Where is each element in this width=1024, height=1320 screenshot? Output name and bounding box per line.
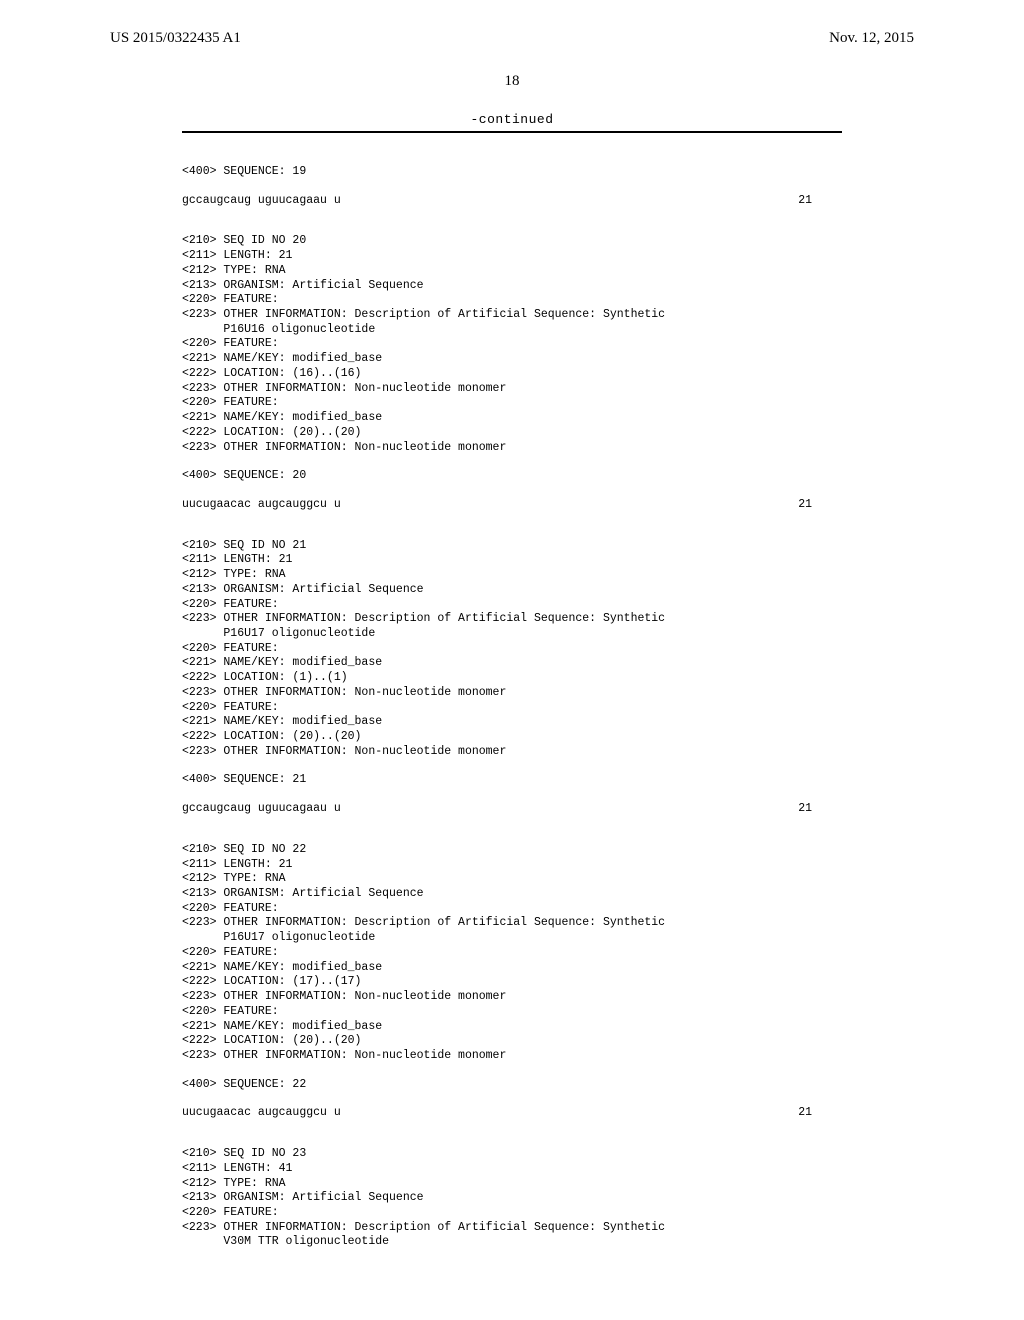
sequence-header-line: <220> FEATURE: xyxy=(182,902,842,917)
page-container: US 2015/0322435 A1 Nov. 12, 2015 18 -con… xyxy=(0,0,1024,1316)
sequence-header-line: <223> OTHER INFORMATION: Description of … xyxy=(182,308,842,323)
sequence-header-line: <400> SEQUENCE: 19 xyxy=(182,165,842,180)
sequence-header-line: <213> ORGANISM: Artificial Sequence xyxy=(182,887,842,902)
sequence-listing: <400> SEQUENCE: 19 gccaugcaug uguucagaau … xyxy=(182,131,842,1276)
sequence-header-line: <221> NAME/KEY: modified_base xyxy=(182,715,842,730)
sequence-header-line: <212> TYPE: RNA xyxy=(182,568,842,583)
sequence-header-line: <223> OTHER INFORMATION: Non-nucleotide … xyxy=(182,686,842,701)
sequence-header-line: P16U17 oligonucleotide xyxy=(182,931,842,946)
sequence-header-line: <222> LOCATION: (16)..(16) xyxy=(182,367,842,382)
sequence-header-line: <222> LOCATION: (20)..(20) xyxy=(182,730,842,745)
sequence-header-line: <211> LENGTH: 41 xyxy=(182,1162,842,1177)
sequence-data-row: uucugaacac augcauggcu u 21 xyxy=(182,498,812,513)
sequence-header-line: <221> NAME/KEY: modified_base xyxy=(182,411,842,426)
sequence-header-line: <220> FEATURE: xyxy=(182,293,842,308)
sequence-data-row: uucugaacac augcauggcu u 21 xyxy=(182,1106,812,1121)
sequence-length: 21 xyxy=(798,802,812,817)
sequence-string: gccaugcaug uguucagaau u xyxy=(182,194,341,209)
sequence-header-line: <213> ORGANISM: Artificial Sequence xyxy=(182,279,842,294)
sequence-header-line: <222> LOCATION: (1)..(1) xyxy=(182,671,842,686)
sequence-data-row: gccaugcaug uguucagaau u 21 xyxy=(182,194,812,209)
sequence-header-line: <210> SEQ ID NO 22 xyxy=(182,843,842,858)
sequence-header-line: <220> FEATURE: xyxy=(182,701,842,716)
sequence-header-line: <211> LENGTH: 21 xyxy=(182,858,842,873)
sequence-header-line: P16U17 oligonucleotide xyxy=(182,627,842,642)
sequence-data-row: gccaugcaug uguucagaau u 21 xyxy=(182,802,812,817)
sequence-header-line: <223> OTHER INFORMATION: Description of … xyxy=(182,612,842,627)
sequence-header-line: <222> LOCATION: (17)..(17) xyxy=(182,975,842,990)
sequence-length: 21 xyxy=(798,498,812,513)
sequence-header-line: <400> SEQUENCE: 22 xyxy=(182,1078,842,1093)
sequence-header-line: <220> FEATURE: xyxy=(182,1005,842,1020)
sequence-string: uucugaacac augcauggcu u xyxy=(182,498,341,513)
sequence-string: uucugaacac augcauggcu u xyxy=(182,1106,341,1121)
sequence-header-line: P16U16 oligonucleotide xyxy=(182,323,842,338)
sequence-header-line: <220> FEATURE: xyxy=(182,396,842,411)
page-header: US 2015/0322435 A1 Nov. 12, 2015 xyxy=(110,30,914,47)
sequence-header-line: <223> OTHER INFORMATION: Non-nucleotide … xyxy=(182,745,842,760)
sequence-header-line: <211> LENGTH: 21 xyxy=(182,553,842,568)
sequence-string: gccaugcaug uguucagaau u xyxy=(182,802,341,817)
sequence-header-line: <223> OTHER INFORMATION: Non-nucleotide … xyxy=(182,441,842,456)
sequence-header-line: <221> NAME/KEY: modified_base xyxy=(182,656,842,671)
sequence-header-line: <222> LOCATION: (20)..(20) xyxy=(182,426,842,441)
sequence-header-line: <211> LENGTH: 21 xyxy=(182,249,842,264)
continued-label: -continued xyxy=(110,112,914,127)
sequence-header-line: <223> OTHER INFORMATION: Non-nucleotide … xyxy=(182,990,842,1005)
sequence-header-line: <223> OTHER INFORMATION: Non-nucleotide … xyxy=(182,1049,842,1064)
sequence-length: 21 xyxy=(798,1106,812,1121)
sequence-header-line: <223> OTHER INFORMATION: Description of … xyxy=(182,1221,842,1236)
sequence-header-line: <220> FEATURE: xyxy=(182,1206,842,1221)
sequence-header-line: <221> NAME/KEY: modified_base xyxy=(182,352,842,367)
sequence-header-line: <221> NAME/KEY: modified_base xyxy=(182,961,842,976)
sequence-header-line: <213> ORGANISM: Artificial Sequence xyxy=(182,1191,842,1206)
sequence-header-line: <400> SEQUENCE: 21 xyxy=(182,773,842,788)
sequence-header-line: <220> FEATURE: xyxy=(182,337,842,352)
sequence-header-line: <223> OTHER INFORMATION: Description of … xyxy=(182,916,842,931)
sequence-length: 21 xyxy=(798,194,812,209)
sequence-header-line: <220> FEATURE: xyxy=(182,598,842,613)
sequence-header-line: <400> SEQUENCE: 20 xyxy=(182,469,842,484)
page-number: 18 xyxy=(110,73,914,90)
sequence-header-line: V30M TTR oligonucleotide xyxy=(182,1235,842,1250)
sequence-header-line: <212> TYPE: RNA xyxy=(182,264,842,279)
sequence-header-line: <220> FEATURE: xyxy=(182,946,842,961)
publication-date: Nov. 12, 2015 xyxy=(829,30,914,47)
sequence-header-line: <210> SEQ ID NO 20 xyxy=(182,234,842,249)
sequence-header-line: <213> ORGANISM: Artificial Sequence xyxy=(182,583,842,598)
sequence-header-line: <210> SEQ ID NO 23 xyxy=(182,1147,842,1162)
sequence-header-line: <220> FEATURE: xyxy=(182,642,842,657)
sequence-header-line: <212> TYPE: RNA xyxy=(182,872,842,887)
publication-number: US 2015/0322435 A1 xyxy=(110,30,241,47)
sequence-header-line: <222> LOCATION: (20)..(20) xyxy=(182,1034,842,1049)
sequence-header-line: <212> TYPE: RNA xyxy=(182,1177,842,1192)
sequence-header-line: <210> SEQ ID NO 21 xyxy=(182,539,842,554)
sequence-header-line: <221> NAME/KEY: modified_base xyxy=(182,1020,842,1035)
sequence-header-line: <223> OTHER INFORMATION: Non-nucleotide … xyxy=(182,382,842,397)
